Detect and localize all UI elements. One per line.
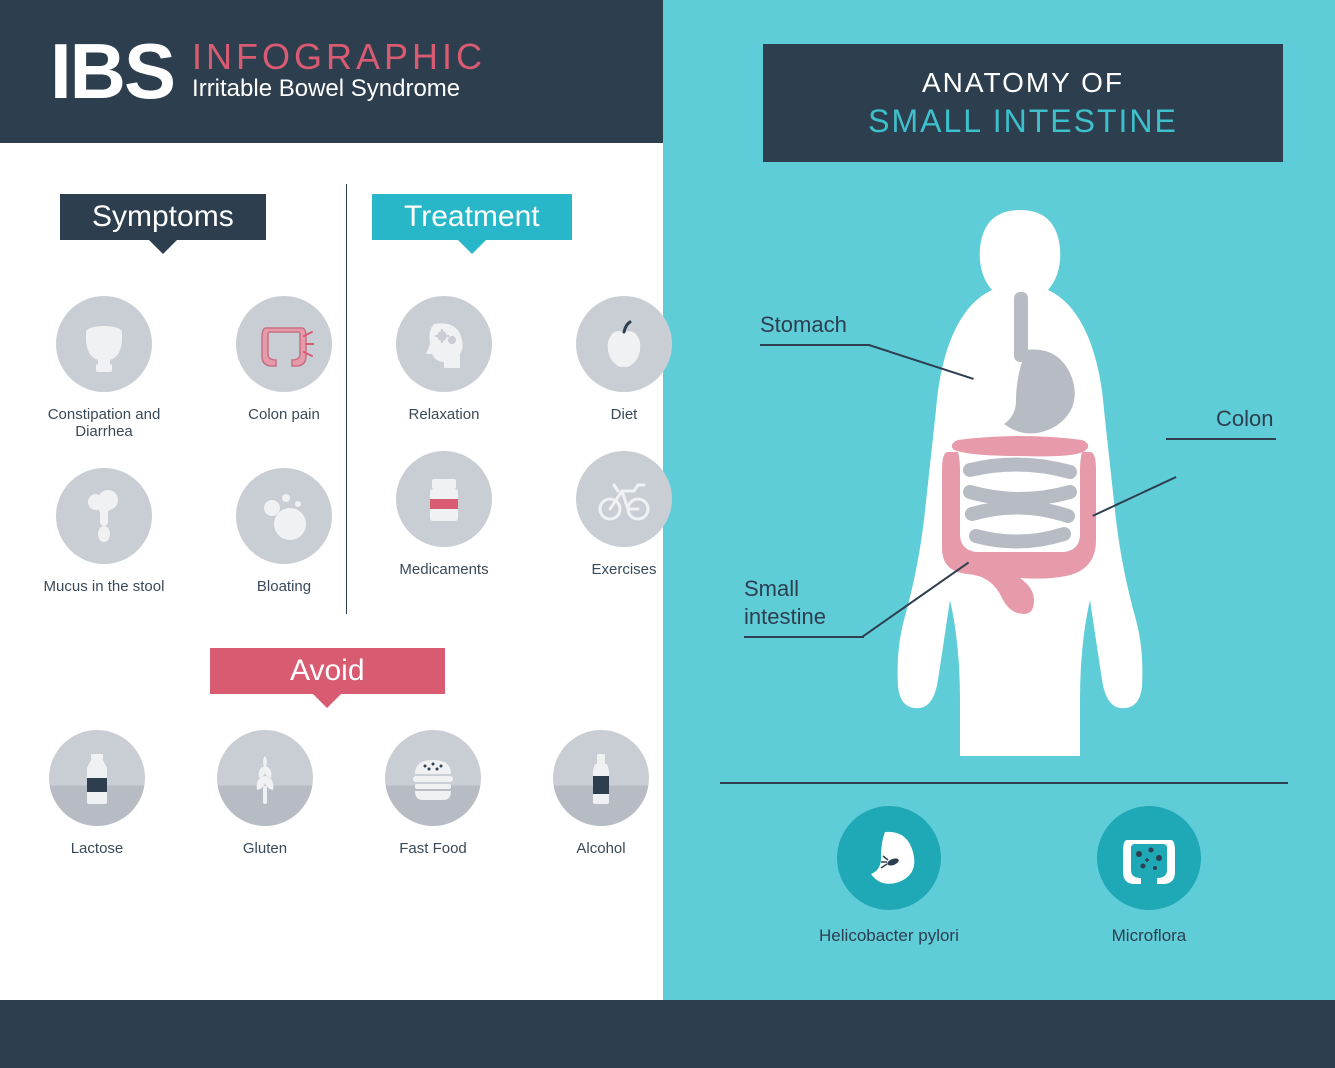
wheat-icon [217, 730, 313, 826]
symptom-bloating: Bloating [236, 468, 332, 595]
stomach-bacteria-icon [837, 806, 941, 910]
milk-icon [49, 730, 145, 826]
leader-line [744, 636, 864, 638]
symptom-label: Bloating [257, 578, 311, 595]
section-treatment-header: Treatment [372, 194, 572, 240]
anatomy-label-stomach: Stomach [760, 312, 847, 338]
anatomy-label-colon: Colon [1216, 406, 1273, 432]
anatomy-lower-icons: Helicobacter pylori Microflora [750, 806, 1270, 946]
section-avoid-header: Avoid [210, 648, 445, 694]
avoid-label: Fast Food [399, 840, 467, 857]
treatment-label: Exercises [591, 561, 656, 578]
treatment-pill: Treatment [372, 194, 572, 240]
header-ibs: IBS [50, 26, 174, 117]
brain-gears-icon [396, 296, 492, 392]
anatomy-hpylori: Helicobacter pylori [819, 806, 959, 946]
anatomy-title-line1: ANATOMY OF [922, 67, 1124, 99]
symptom-label: Colon pain [248, 406, 320, 423]
burger-icon [385, 730, 481, 826]
anatomy-label-small1: Small [744, 576, 799, 602]
anatomy-title-box: ANATOMY OF SMALL INTESTINE [763, 44, 1283, 162]
symptoms-pill: Symptoms [60, 194, 266, 240]
header: IBS INFOGRAPHIC Irritable Bowel Syndrome [0, 0, 663, 143]
bloating-icon [236, 468, 332, 564]
treatment-label: Medicaments [399, 561, 488, 578]
avoid-label: Lactose [71, 840, 124, 857]
colon-pain-icon [236, 296, 332, 392]
avoid-fastfood: Fast Food [385, 730, 481, 857]
avoid-label: Alcohol [576, 840, 625, 857]
symptom-constipation: Constipation and Diarrhea [24, 296, 184, 440]
body-silhouette [820, 200, 1220, 760]
intestine-microbes-icon [1097, 806, 1201, 910]
pills-icon [396, 451, 492, 547]
avoid-lactose: Lactose [49, 730, 145, 857]
anatomy-lower-label: Microflora [1112, 926, 1187, 946]
toilet-icon [56, 296, 152, 392]
avoid-pill: Avoid [210, 648, 445, 694]
section-symptoms-header: Symptoms [60, 194, 266, 240]
header-subtitle: Irritable Bowel Syndrome [192, 75, 486, 104]
leader-line [1166, 438, 1276, 440]
symptom-colon-pain: Colon pain [236, 296, 332, 440]
anatomy-label-small2: intestine [744, 604, 826, 630]
beer-icon [553, 730, 649, 826]
symptoms-grid: Constipation and Diarrhea Colon pain Muc… [24, 296, 364, 595]
avoid-grid: Lactose Gluten Fast Food Alcohol [22, 730, 676, 857]
treatment-relaxation: Relaxation [396, 296, 492, 423]
treatment-label: Diet [611, 406, 638, 423]
treatment-grid: Relaxation Diet Medicaments Exercises [364, 296, 704, 578]
avoid-alcohol: Alcohol [553, 730, 649, 857]
header-infographic: INFOGRAPHIC [192, 39, 486, 75]
apple-icon [576, 296, 672, 392]
treatment-label: Relaxation [409, 406, 480, 423]
anatomy-title-line2: SMALL INTESTINE [868, 103, 1178, 140]
symptom-mucus: Mucus in the stool [44, 468, 165, 595]
anatomy-microflora: Microflora [1097, 806, 1201, 946]
bicycle-icon [576, 451, 672, 547]
mucus-icon [56, 468, 152, 564]
treatment-diet: Diet [576, 296, 672, 423]
treatment-medicaments: Medicaments [396, 451, 492, 578]
treatment-exercises: Exercises [576, 451, 672, 578]
avoid-gluten: Gluten [217, 730, 313, 857]
leader-line [760, 344, 870, 346]
symptom-label: Mucus in the stool [44, 578, 165, 595]
symptom-label: Constipation and Diarrhea [24, 406, 184, 440]
anatomy-divider [720, 782, 1288, 784]
anatomy-lower-label: Helicobacter pylori [819, 926, 959, 946]
avoid-label: Gluten [243, 840, 287, 857]
